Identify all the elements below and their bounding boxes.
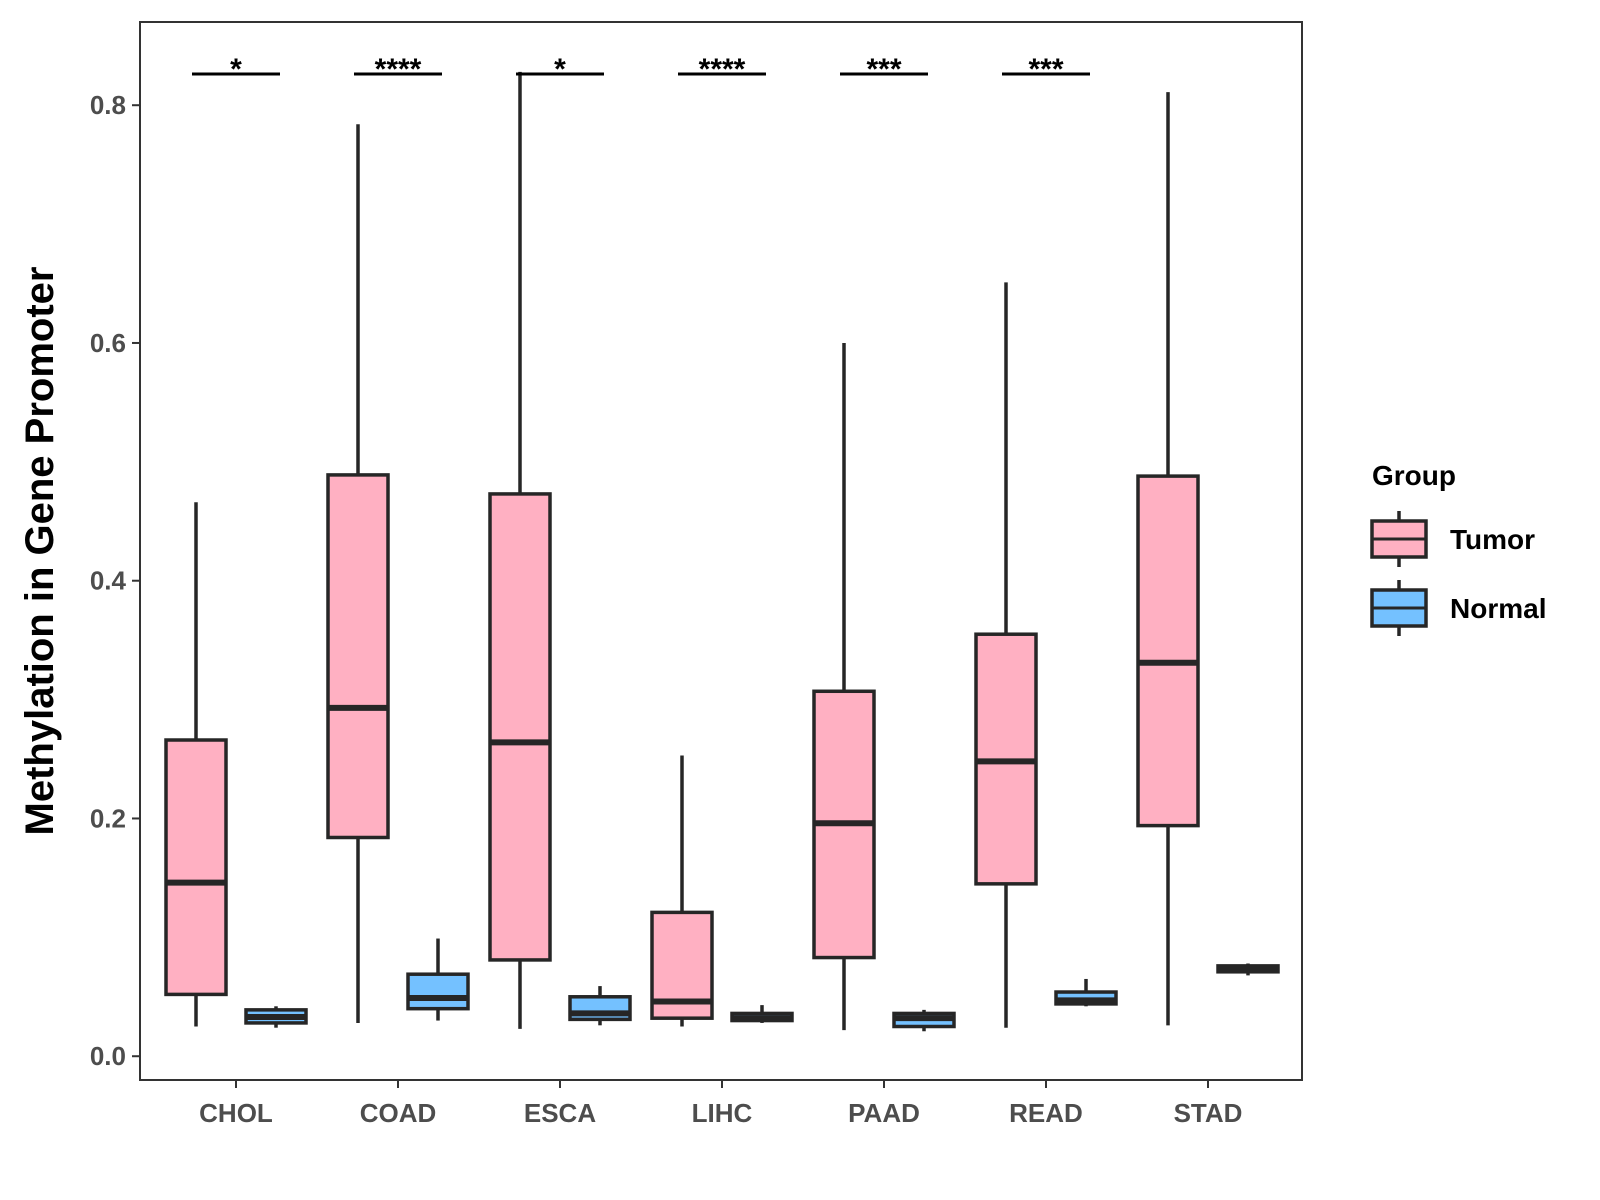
significance-read: *** — [1002, 53, 1090, 86]
box-normal-esca — [568, 986, 632, 1026]
significance-label: * — [230, 53, 242, 86]
significance-coad: **** — [354, 53, 442, 86]
box-body — [406, 972, 470, 1011]
plot-panel — [139, 21, 1303, 1081]
significance-label: *** — [1028, 53, 1063, 86]
box-tumor-esca — [488, 71, 552, 1029]
x-tick-label-coad: COAD — [360, 1098, 437, 1128]
box-body — [1136, 474, 1200, 828]
legend: Group Tumor Normal — [1370, 460, 1546, 636]
x-tick-label-chol: CHOL — [199, 1098, 273, 1128]
box-normal-stad — [1216, 963, 1280, 976]
x-tick-label-lihc: LIHC — [692, 1098, 753, 1128]
y-tick-label: 0.4 — [90, 566, 127, 596]
y-axis-label: Methylation in Gene Promoter — [18, 267, 62, 836]
chart-marks: * **** * **** *** *** — [164, 53, 1280, 1032]
x-tick-label-paad: PAAD — [848, 1098, 920, 1128]
y-tick-label: 0.2 — [90, 803, 126, 833]
box-body — [488, 492, 552, 962]
box-normal-read — [1054, 978, 1118, 1007]
legend-label: Normal — [1450, 593, 1546, 624]
y-tick-label: 0.0 — [90, 1041, 126, 1071]
significance-label: **** — [699, 53, 746, 86]
box-tumor-read — [974, 282, 1038, 1028]
box-tumor-chol — [164, 502, 228, 1027]
box-normal-paad — [892, 1009, 956, 1032]
box-normal-lihc — [730, 1005, 794, 1023]
box-normal-chol — [244, 1006, 308, 1028]
legend-label: Tumor — [1450, 524, 1535, 555]
significance-chol: * — [192, 53, 280, 86]
box-tumor-paad — [812, 342, 876, 1031]
chart-axes: 0.0 0.2 0.4 0.6 0.8 CHOL COAD ESCA LIHC PAAD READ S… — [90, 90, 1243, 1128]
box-tumor-stad — [1136, 92, 1200, 1026]
box-tumor-lihc — [650, 755, 714, 1027]
legend-entry-tumor: Tumor — [1370, 511, 1535, 567]
x-tick-label-stad: STAD — [1174, 1098, 1243, 1128]
box-body — [164, 738, 228, 997]
legend-title: Group — [1372, 460, 1456, 491]
box-body — [326, 473, 390, 840]
y-tick-label: 0.8 — [90, 90, 126, 120]
y-tick-label: 0.6 — [90, 328, 126, 358]
x-tick-label-esca: ESCA — [524, 1098, 596, 1128]
significance-paad: *** — [840, 53, 928, 86]
x-tick-label-read: READ — [1009, 1098, 1083, 1128]
significance-esca: * — [516, 53, 604, 86]
box-tumor-coad — [326, 124, 390, 1023]
significance-label: * — [554, 53, 566, 86]
significance-lihc: **** — [678, 53, 766, 86]
significance-label: *** — [866, 53, 901, 86]
box-normal-coad — [406, 938, 470, 1021]
legend-entry-normal: Normal — [1370, 580, 1546, 636]
significance-label: **** — [375, 53, 422, 86]
